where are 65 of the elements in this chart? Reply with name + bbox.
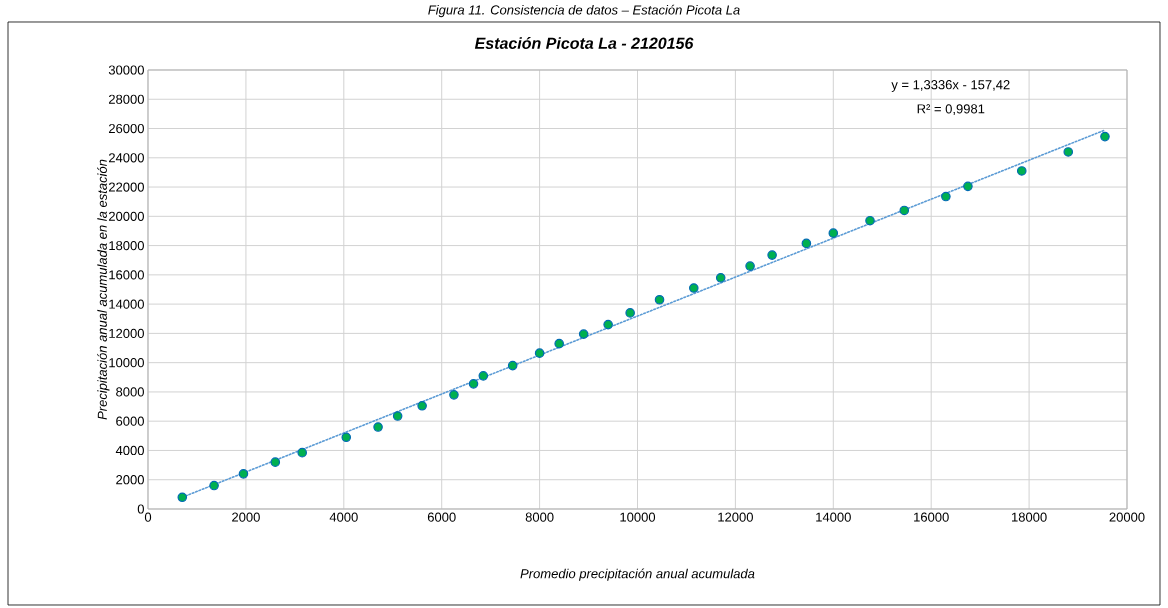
x-tick-label: 0 xyxy=(144,512,152,522)
point xyxy=(392,411,403,421)
text: Figura 11. Consistencia de datos – Estación Picota La xyxy=(428,4,740,18)
annotation: y = 1,3336x - 157,42 xyxy=(891,80,1010,92)
x-axis-title: Promedio precipitación anual acumulada xyxy=(520,568,755,581)
point xyxy=(238,469,249,479)
point xyxy=(270,457,281,467)
point xyxy=(625,308,635,318)
chart-title: Estación Picota La - 2120156 xyxy=(474,37,694,49)
annotation: R² = 0,9981 xyxy=(917,104,985,115)
x-tick-label: 2000 xyxy=(232,512,260,522)
x-tick-label: 18000 xyxy=(1012,512,1047,522)
y-tick-label: 12000 xyxy=(109,328,144,338)
y-tick-label: 26000 xyxy=(108,123,144,134)
point xyxy=(865,215,875,226)
y-tick-label: 0 xyxy=(137,504,144,514)
x-tick-label: 8000 xyxy=(525,512,554,522)
point xyxy=(767,250,777,260)
point xyxy=(341,432,352,443)
y-tick-label: 6000 xyxy=(116,416,144,426)
point xyxy=(941,191,951,202)
y-tick-label: 24000 xyxy=(108,153,144,163)
point xyxy=(534,348,545,358)
point xyxy=(603,319,613,330)
y-tick-label: 10000 xyxy=(109,358,144,368)
y-tick-label: 28000 xyxy=(108,94,144,104)
x-tick-label: 14000 xyxy=(816,512,851,522)
x-tick-label: 4000 xyxy=(329,512,358,522)
y-tick-label: 18000 xyxy=(109,240,144,251)
y-tick-label: 8000 xyxy=(116,387,144,397)
x-tick-label: 6000 xyxy=(427,512,456,522)
point xyxy=(1100,131,1110,142)
y-tick-label: 4000 xyxy=(115,445,144,456)
x-tick-label: 16000 xyxy=(914,512,949,522)
point xyxy=(177,492,188,503)
x-tick-label: 12000 xyxy=(718,512,753,522)
y-tick-label: 16000 xyxy=(109,270,144,280)
x-tick-label: 20000 xyxy=(1109,512,1145,522)
point xyxy=(715,272,726,283)
y-axis-title: Precipitación anual acumulada en la estación xyxy=(97,159,110,420)
point xyxy=(654,294,665,305)
point xyxy=(578,329,589,339)
point xyxy=(209,480,219,491)
point xyxy=(373,422,383,432)
point xyxy=(468,379,479,389)
x-tick-label: 10000 xyxy=(620,512,656,522)
point xyxy=(297,447,307,458)
point xyxy=(963,181,973,192)
point xyxy=(449,390,459,400)
point xyxy=(507,360,518,371)
y-tick-label: 30000 xyxy=(108,65,144,75)
point xyxy=(478,371,489,381)
point xyxy=(417,401,427,411)
point xyxy=(554,338,564,349)
point xyxy=(1016,166,1027,176)
point xyxy=(1063,147,1074,157)
point xyxy=(801,238,812,249)
point xyxy=(688,283,699,293)
y-tick-label: 14000 xyxy=(109,299,144,309)
y-tick-label: 22000 xyxy=(108,182,144,192)
point xyxy=(899,205,910,216)
point xyxy=(745,261,755,271)
y-tick-label: 20000 xyxy=(108,211,144,221)
y-tick-label: 2000 xyxy=(116,475,144,485)
point xyxy=(828,228,839,238)
